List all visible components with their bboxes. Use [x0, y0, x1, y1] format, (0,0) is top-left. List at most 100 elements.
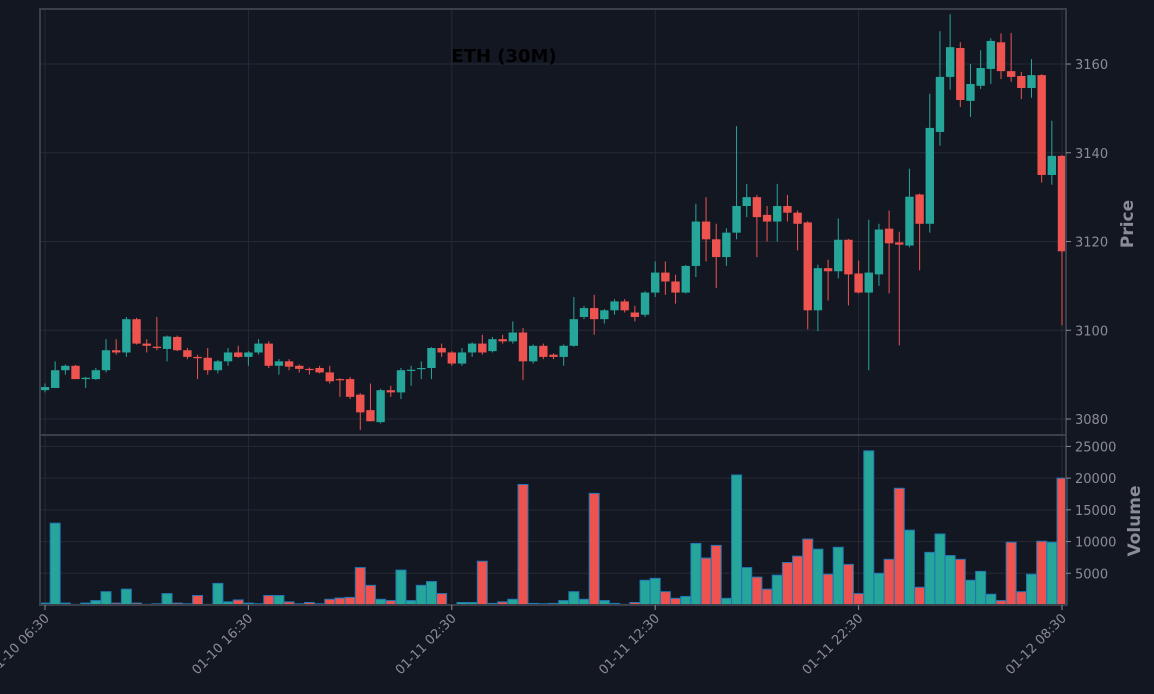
candle-down [335, 379, 345, 381]
candle-up [244, 352, 253, 357]
volume-bar [120, 588, 132, 606]
candle-up [925, 127, 934, 224]
candle-down [844, 239, 853, 275]
candle-up [773, 206, 782, 222]
candle-down [498, 339, 507, 342]
candle-up [732, 206, 741, 233]
candle-up [945, 47, 955, 77]
candle-down [183, 350, 192, 357]
volume-bar [1046, 541, 1058, 606]
candle-up [528, 345, 538, 362]
volume-tick-label: 15000 [1075, 504, 1116, 519]
candle-up [406, 369, 416, 371]
candle-up [1047, 155, 1057, 175]
volume-bar [924, 551, 936, 606]
candle-down [661, 272, 670, 282]
candle-down [203, 357, 212, 371]
volume-bar [639, 579, 651, 606]
candle-down [539, 345, 548, 357]
candle-up [223, 352, 233, 362]
volume-bar [792, 555, 804, 606]
volume-bar [985, 593, 997, 606]
candle-down [620, 301, 629, 311]
volume-bar [273, 594, 285, 606]
candle-down [447, 352, 456, 364]
volume-bar [334, 597, 346, 606]
candle-down [132, 319, 141, 344]
candle-down [1057, 155, 1067, 252]
volume-bar [680, 595, 692, 606]
volume-bar [364, 584, 376, 606]
candle-up [640, 292, 650, 315]
candle-up [376, 390, 385, 423]
candle-up [81, 377, 90, 380]
volume-bar [832, 546, 844, 606]
candle-down [549, 354, 558, 357]
price-tick-label: 3080 [1075, 413, 1108, 428]
volume-tick-label: 10000 [1075, 536, 1116, 551]
candle-down [996, 42, 1006, 72]
candle-up [417, 367, 426, 370]
candle-down [437, 348, 446, 353]
candle-up [610, 301, 619, 311]
candle-up [61, 365, 70, 371]
volume-bar [344, 596, 356, 606]
volume-bar [100, 591, 112, 606]
candle-up [874, 229, 884, 275]
candle-down [915, 194, 924, 224]
volume-bar [903, 529, 915, 606]
candle-down [823, 268, 833, 272]
candle-down [701, 221, 711, 240]
candle-up [427, 348, 436, 368]
candle-down [193, 356, 202, 359]
volume-bar [1015, 591, 1027, 606]
candle-up [722, 232, 731, 258]
price-tick-label: 3100 [1075, 324, 1108, 339]
candle-up [1027, 75, 1036, 88]
volume-panel-frame [39, 434, 1067, 606]
volume-bar [761, 588, 773, 606]
volume-bar [1005, 541, 1017, 606]
candle-up [508, 332, 518, 342]
volume-bar [883, 558, 895, 606]
volume-bar [649, 577, 661, 606]
candle-up [651, 272, 660, 293]
candle-down [518, 332, 528, 362]
candle-up [559, 345, 568, 357]
candle-down [284, 361, 294, 367]
volume-bar [914, 586, 926, 606]
candle-down [630, 312, 640, 317]
volume-bar [873, 572, 885, 606]
candle-down [295, 365, 304, 369]
candle-up [91, 370, 101, 380]
candle-up [396, 370, 406, 393]
volume-bar [415, 584, 427, 606]
price-tick-label: 3140 [1075, 147, 1108, 162]
volume-axis-label: Volume [1125, 485, 1145, 556]
candles [40, 14, 1067, 431]
candle-down [111, 350, 121, 353]
candle-down [793, 212, 802, 224]
candle-down [854, 273, 863, 293]
candle-up [40, 387, 50, 391]
candle-down [884, 228, 894, 244]
candle-down [356, 394, 365, 413]
price-tick-label: 3160 [1075, 58, 1108, 73]
candle-down [895, 242, 904, 245]
candle-down [752, 197, 762, 218]
candle-down [345, 379, 355, 397]
candle-down [142, 343, 151, 346]
candle-up [457, 352, 467, 364]
candle-down [478, 343, 487, 353]
candle-down [1037, 75, 1046, 175]
volume-bar [802, 538, 814, 606]
candle-up [681, 265, 690, 293]
volume-bar [781, 562, 793, 606]
volume-bar [863, 450, 875, 606]
volume-bar [934, 533, 946, 606]
candle-up [935, 76, 945, 132]
volume-bar [212, 582, 224, 606]
volume-bar [964, 579, 976, 606]
volume-bar [944, 555, 956, 606]
